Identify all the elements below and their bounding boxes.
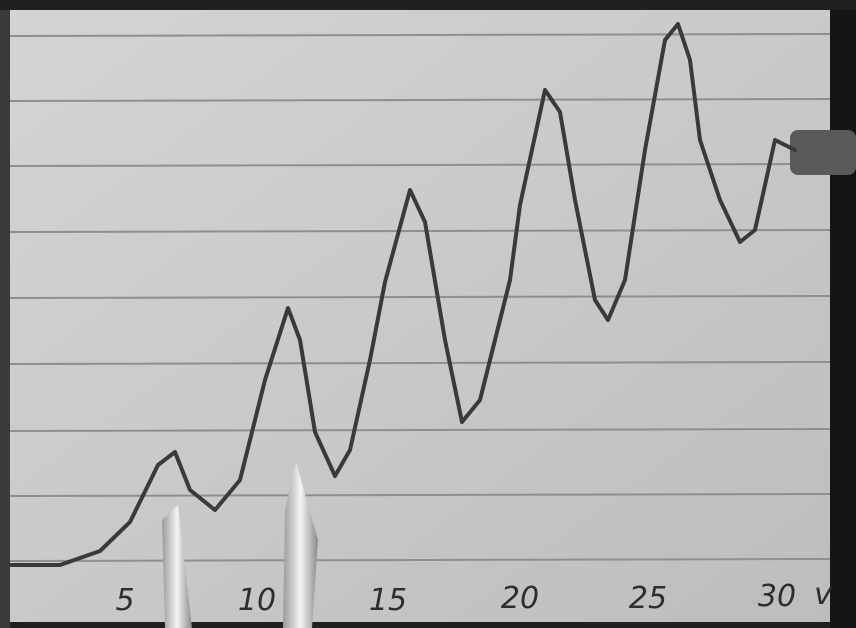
page: 5 10 15 20 25 30 v (() => { const data =…: [0, 0, 856, 628]
recorder-edge: [830, 10, 856, 628]
axis-label: 10: [238, 583, 276, 618]
photo: 5 10 15 20 25 30 v: [0, 0, 856, 628]
pen-holder: [790, 130, 856, 175]
axis-label: 15: [369, 583, 407, 618]
left-edge: [0, 10, 10, 628]
axis-label: 30: [758, 579, 796, 614]
axis-label: 20: [501, 581, 539, 616]
unit-label: v: [814, 577, 833, 612]
axis-label: 25: [629, 581, 667, 616]
axis-label: 5: [115, 583, 134, 618]
paper: [8, 10, 830, 622]
